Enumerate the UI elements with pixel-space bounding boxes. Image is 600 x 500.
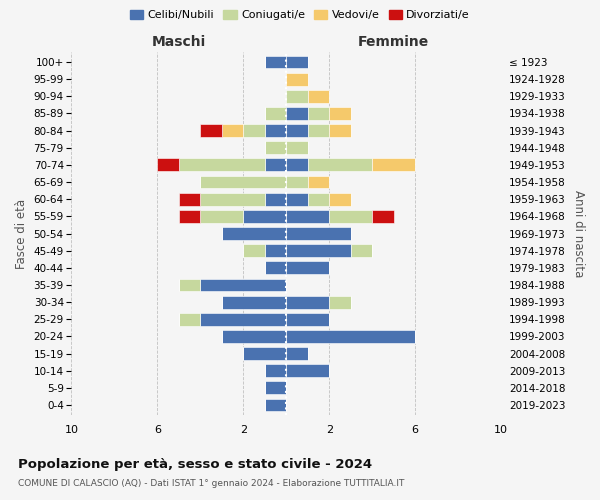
Bar (265, 382, 286, 394)
Bar (179, 313, 200, 326)
Bar (329, 210, 372, 223)
Bar (244, 244, 265, 257)
Bar (286, 107, 308, 120)
Bar (286, 244, 351, 257)
Bar (286, 72, 308, 86)
Bar (286, 330, 415, 343)
Bar (286, 158, 308, 172)
Bar (308, 176, 329, 188)
Bar (286, 210, 329, 223)
Text: Popolazione per età, sesso e stato civile - 2024: Popolazione per età, sesso e stato civil… (18, 458, 372, 471)
Bar (308, 193, 329, 205)
Bar (265, 158, 286, 172)
Bar (329, 124, 351, 137)
Text: Maschi: Maschi (152, 35, 206, 49)
Bar (308, 107, 329, 120)
Bar (286, 364, 329, 377)
Bar (329, 107, 351, 120)
Bar (265, 142, 286, 154)
Bar (286, 347, 308, 360)
Bar (286, 56, 308, 68)
Bar (265, 262, 286, 274)
Bar (179, 210, 200, 223)
Bar (372, 210, 394, 223)
Bar (308, 158, 372, 172)
Bar (244, 347, 286, 360)
Bar (286, 296, 329, 308)
Bar (286, 313, 329, 326)
Bar (265, 193, 286, 205)
Bar (200, 210, 244, 223)
Y-axis label: Anni di nascita: Anni di nascita (572, 190, 585, 277)
Bar (286, 90, 308, 102)
Bar (265, 398, 286, 411)
Bar (200, 124, 222, 137)
Bar (179, 193, 200, 205)
Bar (286, 193, 308, 205)
Bar (222, 124, 244, 137)
Bar (179, 158, 265, 172)
Text: COMUNE DI CALASCIO (AQ) - Dati ISTAT 1° gennaio 2024 - Elaborazione TUTTITALIA.I: COMUNE DI CALASCIO (AQ) - Dati ISTAT 1° … (18, 478, 404, 488)
Legend: Celibi/Nubili, Coniugati/e, Vedovi/e, Divorziati/e: Celibi/Nubili, Coniugati/e, Vedovi/e, Di… (125, 6, 475, 25)
Bar (308, 124, 329, 137)
Bar (329, 193, 351, 205)
Bar (222, 227, 286, 240)
Bar (200, 193, 265, 205)
Bar (157, 158, 179, 172)
Text: Femmine: Femmine (358, 35, 430, 49)
Bar (265, 107, 286, 120)
Bar (265, 364, 286, 377)
Bar (286, 124, 308, 137)
Bar (286, 142, 308, 154)
Bar (286, 227, 351, 240)
Bar (308, 90, 329, 102)
Bar (372, 158, 415, 172)
Bar (222, 330, 286, 343)
Bar (244, 210, 286, 223)
Bar (179, 278, 200, 291)
Bar (200, 176, 286, 188)
Bar (351, 244, 372, 257)
Bar (265, 56, 286, 68)
Bar (329, 296, 351, 308)
Bar (200, 278, 286, 291)
Bar (200, 313, 286, 326)
Bar (286, 176, 308, 188)
Bar (244, 124, 265, 137)
Bar (222, 296, 286, 308)
Bar (265, 124, 286, 137)
Bar (265, 244, 286, 257)
Y-axis label: Fasce di età: Fasce di età (15, 198, 28, 268)
Bar (286, 262, 329, 274)
